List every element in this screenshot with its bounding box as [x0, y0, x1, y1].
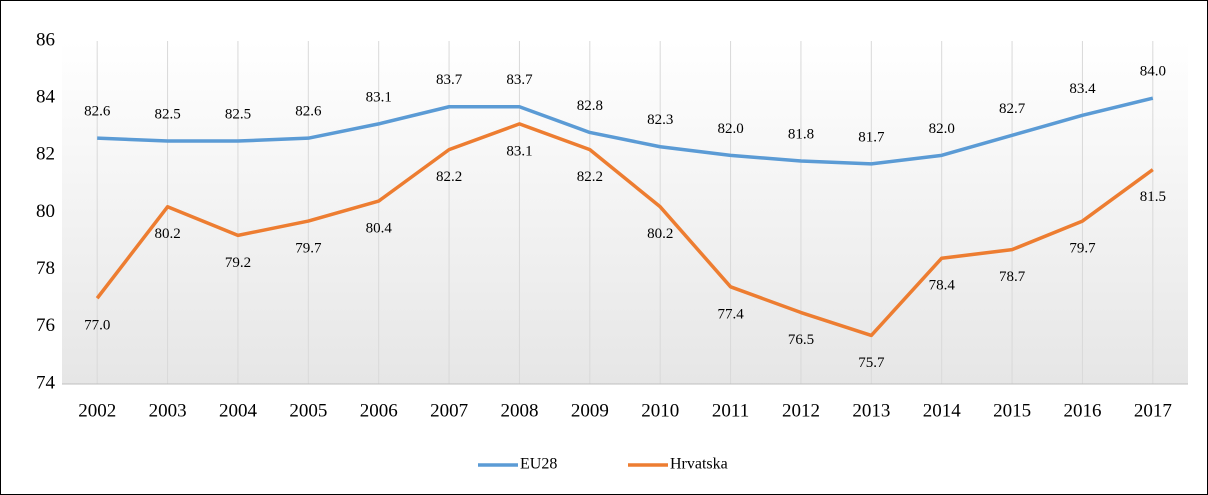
data-label: 78.7: [999, 269, 1026, 285]
data-label: 81.8: [788, 126, 814, 142]
y-tick-label: 84: [36, 87, 56, 108]
data-label: 82.6: [84, 104, 111, 120]
legend-label: Hrvatska: [670, 456, 728, 473]
x-tick-label: 2007: [430, 400, 468, 421]
data-label: 81.5: [1140, 189, 1166, 205]
data-label: 79.2: [225, 255, 251, 271]
data-label: 83.7: [506, 72, 533, 88]
data-label: 78.4: [929, 278, 956, 294]
data-label: 82.0: [717, 121, 743, 137]
data-label: 80.4: [366, 221, 393, 237]
y-tick-label: 78: [36, 258, 55, 279]
y-tick-label: 76: [36, 315, 55, 336]
x-tick-label: 2014: [923, 400, 962, 421]
data-label: 82.5: [225, 106, 251, 122]
series-line: [95, 122, 1154, 338]
data-label: 82.2: [436, 169, 462, 185]
data-label: 82.8: [577, 98, 603, 114]
data-label: 82.2: [577, 169, 603, 185]
y-tick-label: 86: [36, 29, 55, 50]
data-label: 76.5: [788, 332, 814, 348]
x-tick-label: 2005: [289, 400, 327, 421]
legend-label: EU28: [520, 456, 557, 473]
data-label: 81.7: [858, 129, 885, 145]
data-label: 82.3: [647, 112, 673, 128]
data-label: 79.7: [1069, 241, 1096, 257]
y-tick-label: 80: [36, 201, 55, 222]
data-label: 77.0: [84, 318, 110, 334]
plot-background: [62, 41, 1188, 384]
series-line: [97, 96, 1154, 166]
data-label: 83.7: [436, 72, 463, 88]
x-tick-label: 2011: [712, 400, 749, 421]
data-label: 82.6: [295, 104, 322, 120]
x-tick-label: 2008: [500, 400, 538, 421]
x-tick-label: 2002: [78, 400, 116, 421]
data-label: 80.2: [647, 226, 673, 242]
x-tick-label: 2003: [149, 400, 187, 421]
data-label: 77.4: [717, 306, 744, 322]
x-tick-label: 2012: [782, 400, 820, 421]
x-tick-label: 2013: [852, 400, 890, 421]
data-label: 82.5: [154, 106, 180, 122]
data-label: 83.1: [366, 89, 392, 105]
data-label: 82.0: [929, 121, 955, 137]
x-tick-label: 2017: [1134, 400, 1172, 421]
data-label: 83.4: [1069, 81, 1096, 97]
y-tick-label: 82: [36, 144, 55, 165]
data-label: 84.0: [1140, 64, 1166, 80]
y-tick-label: 74: [36, 372, 56, 393]
x-tick-label: 2015: [993, 400, 1031, 421]
x-tick-label: 2016: [1063, 400, 1101, 421]
x-tick-label: 2004: [219, 400, 258, 421]
data-label: 82.7: [999, 101, 1026, 117]
x-tick-label: 2009: [571, 400, 609, 421]
data-label: 79.7: [295, 241, 322, 257]
data-label: 75.7: [858, 355, 885, 371]
x-tick-label: 2010: [641, 400, 679, 421]
data-label: 80.2: [154, 226, 180, 242]
data-label: 83.1: [506, 143, 532, 159]
x-tick-label: 2006: [360, 400, 398, 421]
